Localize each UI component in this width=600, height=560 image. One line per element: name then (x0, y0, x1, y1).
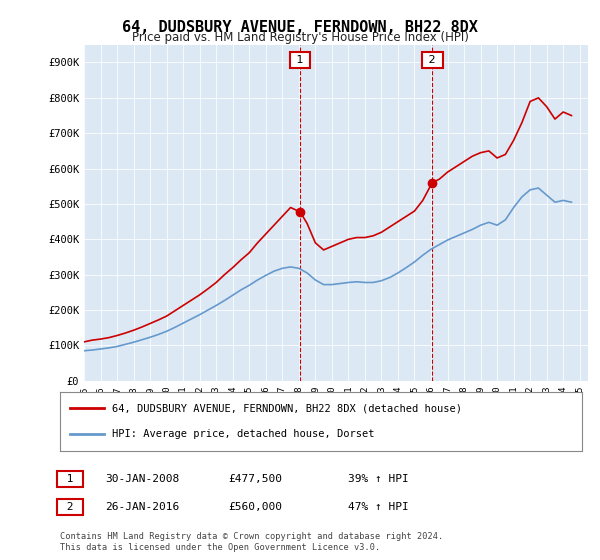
Text: 30-JAN-2008: 30-JAN-2008 (105, 474, 179, 484)
Text: 1: 1 (60, 474, 80, 484)
Text: HPI: Average price, detached house, Dorset: HPI: Average price, detached house, Dors… (112, 430, 374, 440)
Text: Contains HM Land Registry data © Crown copyright and database right 2024.
This d: Contains HM Land Registry data © Crown c… (60, 532, 443, 552)
Text: £560,000: £560,000 (228, 502, 282, 512)
Text: 1: 1 (293, 55, 307, 65)
Text: 2: 2 (60, 502, 80, 512)
Text: 64, DUDSBURY AVENUE, FERNDOWN, BH22 8DX: 64, DUDSBURY AVENUE, FERNDOWN, BH22 8DX (122, 20, 478, 35)
Text: £477,500: £477,500 (228, 474, 282, 484)
Text: 26-JAN-2016: 26-JAN-2016 (105, 502, 179, 512)
Text: 64, DUDSBURY AVENUE, FERNDOWN, BH22 8DX (detached house): 64, DUDSBURY AVENUE, FERNDOWN, BH22 8DX … (112, 403, 462, 413)
Text: Price paid vs. HM Land Registry's House Price Index (HPI): Price paid vs. HM Land Registry's House … (131, 31, 469, 44)
Text: 2: 2 (425, 55, 439, 65)
Text: 47% ↑ HPI: 47% ↑ HPI (348, 502, 409, 512)
Text: 39% ↑ HPI: 39% ↑ HPI (348, 474, 409, 484)
